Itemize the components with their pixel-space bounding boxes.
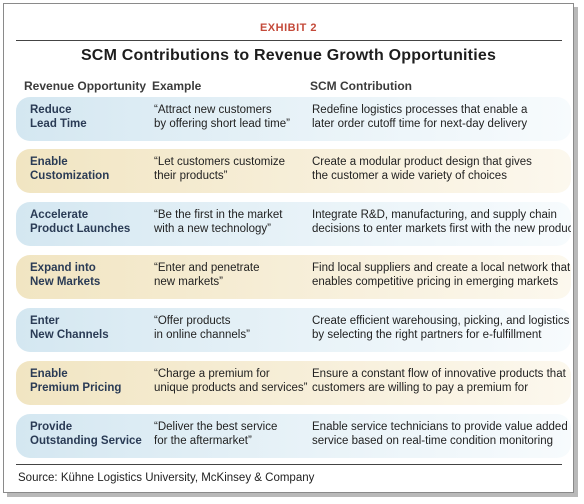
source-note: Source: Kühne Logistics University, McKi… <box>18 472 315 484</box>
scm-contribution-cell-line: service based on real-time condition mon… <box>312 435 553 447</box>
example-cell-line: “Enter and penetrate <box>154 262 260 274</box>
table-row: Enable Premium Pricing “Charge a premium f… <box>16 361 571 405</box>
example-cell: “Enter and penetrate new markets” <box>154 261 260 289</box>
scm-contribution-cell-line: Find local suppliers and create a local … <box>312 262 571 274</box>
scm-contribution-cell-line: Integrate R&D, manufacturing, and supply… <box>312 209 557 221</box>
example-cell: “Charge a premium for unique products and… <box>154 367 307 395</box>
revenue-opportunity-cell-line: New Markets <box>30 276 101 288</box>
revenue-opportunity-cell-line: Customization <box>30 170 110 182</box>
scm-contribution-cell: Integrate R&D, manufacturing, and supply… <box>312 208 571 236</box>
example-cell-line: “Be the first in the market <box>154 209 283 221</box>
scm-contribution-cell: Create a modular product design that giv… <box>312 155 532 183</box>
header-revenue-opportunity: Revenue Opportunity <box>24 79 147 93</box>
scm-contribution-cell-line: later order cutoff time for next-day del… <box>312 118 528 130</box>
revenue-opportunity-cell-line: Enable <box>30 368 68 380</box>
exhibit-label: EXHIBIT 2 <box>259 22 318 34</box>
revenue-opportunity-cell-line: Product Launches <box>30 223 131 235</box>
revenue-opportunity-cell-line: Premium Pricing <box>30 382 122 394</box>
scm-contribution-cell-line: enables competitive pricing in emerging … <box>312 276 559 288</box>
revenue-opportunity-cell: Enter New Channels <box>30 314 109 342</box>
scm-contribution-cell-line: Create a modular product design that giv… <box>312 156 532 168</box>
bottom-divider <box>16 464 562 465</box>
scm-contribution-cell-line: Enable service technicians to provide va… <box>312 421 568 433</box>
scm-contribution-cell: Ensure a constant flow of innovative pro… <box>312 367 566 395</box>
scm-contribution-cell-line: Create efficient warehousing, picking, a… <box>312 315 570 327</box>
revenue-opportunity-cell: Expand into New Markets <box>30 261 100 289</box>
revenue-opportunity-cell-line: Expand into <box>30 262 96 274</box>
example-cell-line: new markets” <box>154 276 224 288</box>
revenue-opportunity-cell: Enable Customization <box>30 155 109 183</box>
revenue-opportunity-cell: Accelerate Product Launches <box>30 208 130 236</box>
example-cell-line: “Let customers customize <box>154 156 286 168</box>
revenue-opportunity-cell-line: Enter <box>30 315 60 327</box>
scm-contribution-cell: Create efficient warehousing, picking, a… <box>312 314 569 342</box>
scm-contribution-cell-line: Ensure a constant flow of innovative pro… <box>312 368 566 380</box>
revenue-opportunity-cell-line: Reduce <box>30 104 72 116</box>
revenue-opportunity-cell-line: Accelerate <box>30 209 89 221</box>
revenue-opportunity-cell: Reduce Lead Time <box>30 103 87 131</box>
table-row: Provide Outstanding Service “Deliver the b… <box>16 414 571 458</box>
example-cell-line: their products” <box>154 170 228 182</box>
header-example: Example <box>152 79 202 93</box>
revenue-opportunity-cell-line: Enable <box>30 156 68 168</box>
example-cell-line: by offering short lead time” <box>154 118 290 130</box>
top-divider <box>16 40 562 41</box>
example-cell-line: for the aftermarket” <box>154 435 252 447</box>
example-cell-line: “Charge a premium for <box>154 368 270 380</box>
scm-contribution-cell-line: customers are willing to pay a premium f… <box>312 382 529 394</box>
revenue-opportunity-cell: Provide Outstanding Service <box>30 420 142 448</box>
scm-contribution-cell: Find local suppliers and create a local … <box>312 261 570 289</box>
example-cell: “Offer products in online channels” <box>154 314 250 342</box>
example-cell-line: with a new technology” <box>154 223 271 235</box>
table-row: Enable Customization “Let customers custom… <box>16 149 571 193</box>
table-row: Reduce Lead Time “Attract new customers by … <box>16 97 571 141</box>
scm-contribution-cell-line: by selecting the right partners for e-fu… <box>312 329 542 341</box>
exhibit-frame: EXHIBIT 2 SCM Contributions to Revenue G… <box>3 3 574 493</box>
example-cell-line: “Offer products <box>154 315 231 327</box>
scm-contribution-cell-line: Redefine logistics processes that enable… <box>312 104 528 116</box>
example-cell-line: unique products and services” <box>154 382 308 394</box>
scm-contribution-cell: Enable service technicians to provide va… <box>312 420 568 448</box>
example-cell: “Be the first in the market with a new te… <box>154 208 282 236</box>
scm-contribution-cell-line: decisions to enter markets first with th… <box>312 223 571 235</box>
example-cell-line: in online channels” <box>154 329 250 341</box>
page-title: SCM Contributions to Revenue Growth Oppo… <box>80 47 497 64</box>
example-cell-line: “Deliver the best service <box>154 421 278 433</box>
scm-contribution-cell-line: the customer a wide variety of choices <box>312 170 507 182</box>
revenue-opportunity-cell-line: Lead Time <box>30 118 87 130</box>
header-scm-contribution: SCM Contribution <box>310 79 412 93</box>
table-row: Expand into New Markets “Enter and penetra… <box>16 255 571 299</box>
table-row: Accelerate Product Launches “Be the first … <box>16 202 571 246</box>
example-cell: “Let customers customize their products” <box>154 155 285 183</box>
example-cell-line: “Attract new customers <box>154 104 272 116</box>
example-cell: “Deliver the best service for the afterma… <box>154 420 277 448</box>
revenue-opportunity-cell: Enable Premium Pricing <box>30 367 121 395</box>
example-cell: “Attract new customers by offering short … <box>154 103 290 131</box>
revenue-opportunity-cell-line: Provide <box>30 421 73 433</box>
revenue-opportunity-cell-line: New Channels <box>30 329 109 341</box>
revenue-opportunity-cell-line: Outstanding Service <box>30 435 142 447</box>
scm-contribution-cell: Redefine logistics processes that enable… <box>312 103 527 131</box>
table-row: Enter New Channels “Offer products in onlin… <box>16 308 571 352</box>
